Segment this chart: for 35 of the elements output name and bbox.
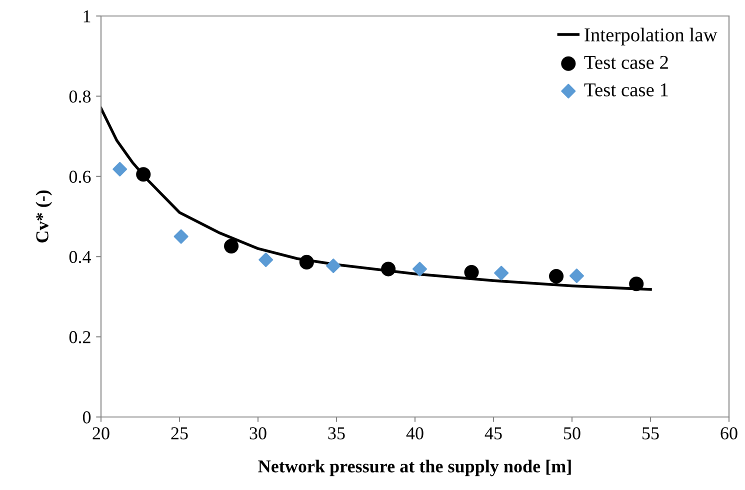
point xyxy=(112,162,128,176)
x-tick-label: 30 xyxy=(250,427,266,440)
point xyxy=(629,276,644,292)
x-tick-label: 20 xyxy=(92,427,110,440)
point xyxy=(326,258,341,274)
legend-label: Test case 1 xyxy=(584,83,668,96)
y-tick-label: 0.8 xyxy=(69,90,91,103)
point xyxy=(299,254,314,270)
legend-label: Test case 2 xyxy=(584,56,668,69)
point xyxy=(549,268,564,284)
line-series xyxy=(101,106,652,291)
point xyxy=(136,167,151,182)
x-tick-label: 55 xyxy=(642,427,659,440)
y-axis-title: Cv* (-) xyxy=(36,190,52,242)
x-tick-label: 35 xyxy=(328,427,345,440)
x-tick-label: 60 xyxy=(720,427,738,440)
point xyxy=(224,238,239,254)
point xyxy=(464,264,479,280)
point xyxy=(258,252,274,268)
y-tick-label: 1 xyxy=(84,10,90,22)
x-tick-label: 50 xyxy=(564,427,580,440)
x-axis-title: Network pressure at the supply node [m] xyxy=(258,460,571,476)
y-tick-label: 0.4 xyxy=(69,250,91,264)
point xyxy=(381,262,396,276)
y-tick-label: 0 xyxy=(82,411,91,424)
point xyxy=(494,266,509,280)
point xyxy=(412,262,427,276)
x-tick-label: 45 xyxy=(484,427,502,440)
point xyxy=(569,268,584,284)
y-tick-label: 0.2 xyxy=(69,331,90,344)
x-tick-label: 25 xyxy=(171,427,188,440)
point xyxy=(174,229,188,244)
y-tick-label: 0.6 xyxy=(69,170,91,183)
legend-label: Interpolation law xyxy=(584,28,718,46)
x-tick-label: 40 xyxy=(406,427,424,440)
